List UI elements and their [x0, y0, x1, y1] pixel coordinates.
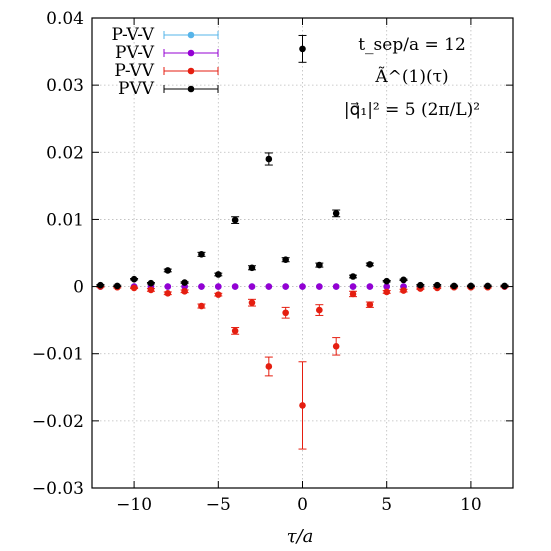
data-point [366, 301, 374, 309]
data-point [130, 284, 138, 292]
data-point [97, 281, 104, 289]
data-point [501, 282, 508, 290]
data-point [316, 283, 323, 290]
data-point [400, 287, 407, 294]
data-point [417, 281, 424, 289]
data-point [181, 279, 188, 286]
data-point [400, 276, 407, 284]
data-point [198, 283, 205, 290]
legend-key-marker [187, 31, 195, 39]
data-point [248, 264, 256, 272]
annotation-tsep: t_sep/a = 12 [358, 35, 466, 55]
data-point [349, 273, 357, 280]
data-point [231, 283, 239, 290]
data-point [164, 289, 172, 297]
data-point [332, 210, 340, 217]
data-point [366, 283, 374, 290]
data-point [282, 309, 289, 317]
y-tick-label: 0.04 [46, 9, 84, 29]
x-tick-label: 10 [460, 495, 482, 515]
annotations: t_sep/a = 12 Ã^(1)(τ) |q⃗₁|² = 5 (2π/L)² [344, 35, 480, 120]
legend-key-marker [187, 85, 195, 93]
annotation-amplitude: Ã^(1)(τ) [374, 66, 448, 87]
data-point [164, 283, 172, 290]
y-tick-label: −0.03 [32, 479, 84, 499]
legend-label-0: P-V-V [111, 25, 154, 45]
series-3 [96, 34, 509, 290]
data-point [231, 216, 239, 224]
data-point [299, 45, 306, 53]
x-tick-label: 0 [297, 495, 308, 515]
x-tick-label: 5 [381, 495, 392, 515]
data-point [316, 261, 323, 269]
data-point [332, 283, 340, 290]
data-point [299, 283, 306, 290]
data-point [366, 261, 374, 268]
series-2 [96, 283, 509, 450]
data-point [282, 256, 289, 264]
data-point [332, 343, 340, 350]
data-point [316, 306, 323, 314]
legend-key-marker [187, 49, 195, 57]
y-tick-label: 0.01 [46, 210, 84, 230]
data-point [484, 282, 492, 290]
y-tick-label: 0.02 [46, 143, 84, 163]
legend: P-V-V PV-V P-VV PVV [111, 25, 219, 99]
annotation-momentum: |q⃗₁|² = 5 (2π/L)² [344, 100, 480, 120]
data-point [383, 288, 391, 296]
series-1 [97, 283, 508, 290]
data-point [433, 281, 441, 289]
legend-label-3: PVV [118, 79, 155, 99]
data-point [450, 282, 458, 290]
legend-label-2: P-VV [114, 61, 154, 81]
x-tick-label: −5 [206, 495, 231, 515]
data-point [248, 283, 256, 290]
legend-label-1: PV-V [115, 43, 155, 63]
data-point [198, 251, 205, 258]
data-point [349, 290, 357, 298]
data-point [467, 282, 475, 290]
data-point [164, 267, 172, 274]
data-point [349, 283, 357, 290]
x-axis-label: τ/a [287, 526, 314, 547]
data-point [282, 283, 289, 290]
data-point [265, 283, 273, 290]
data-point [215, 283, 222, 290]
legend-keys [163, 31, 219, 93]
ticks: −10 −5 0 5 10 −0.03 −0.02 −0.01 0 0.01 0.02 0.03 0.0… [32, 9, 513, 515]
data-point [198, 302, 205, 310]
data-point [215, 291, 222, 298]
legend-key-marker [187, 67, 195, 75]
series-layer [96, 34, 509, 450]
x-tick-label: −10 [116, 495, 152, 515]
data-point [383, 283, 391, 290]
data-point [215, 271, 222, 278]
data-point [231, 327, 239, 335]
data-point [113, 282, 121, 290]
data-point [383, 277, 391, 285]
data-point [181, 287, 188, 295]
y-tick-label: 0 [73, 278, 84, 298]
y-tick-label: −0.02 [32, 412, 84, 432]
y-tick-label: −0.01 [32, 345, 84, 365]
data-point [147, 286, 155, 294]
data-point [248, 299, 256, 306]
data-point [130, 275, 138, 283]
y-tick-label: 0.03 [46, 76, 84, 96]
data-point [299, 402, 306, 409]
data-point [265, 363, 273, 370]
data-point [147, 279, 155, 287]
data-point [265, 155, 273, 163]
